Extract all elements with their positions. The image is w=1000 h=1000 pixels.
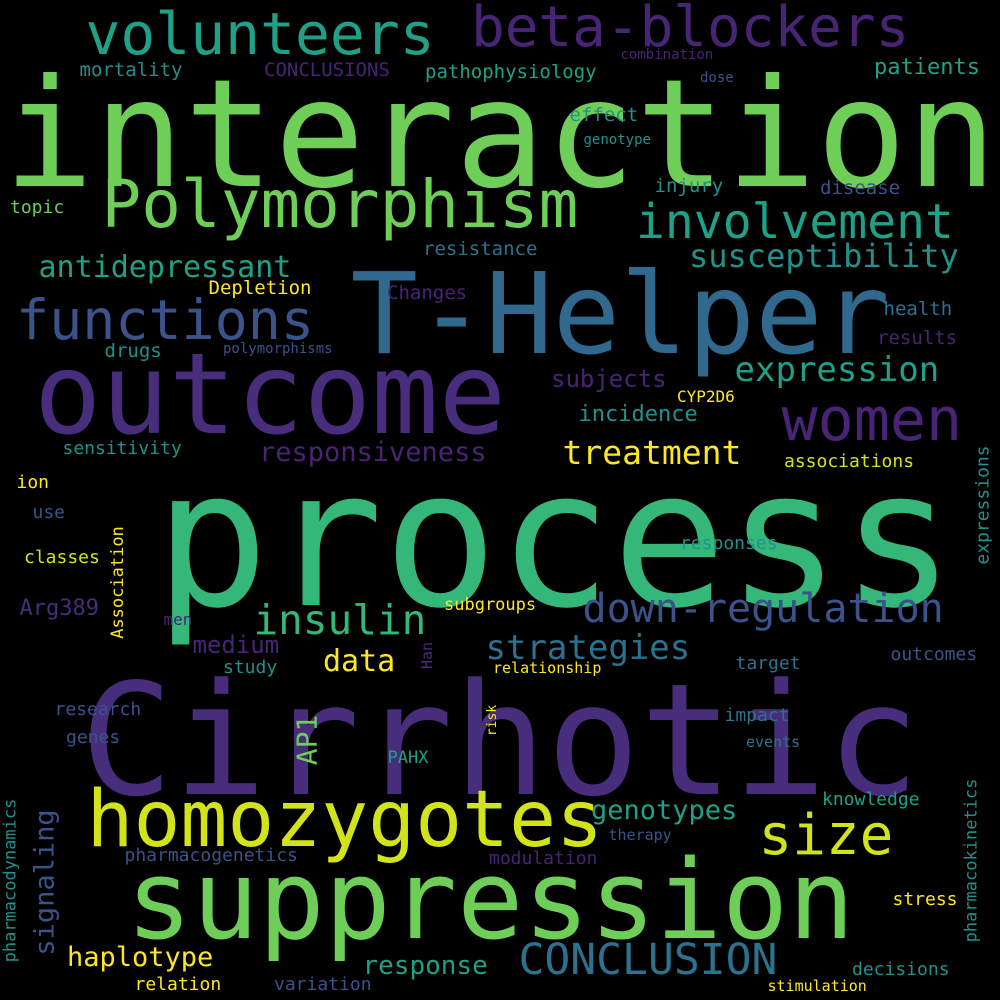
word-polymorphisms: polymorphisms xyxy=(223,341,333,357)
word-cyp2d6: CYP2D6 xyxy=(677,387,735,406)
word-relation: relation xyxy=(134,974,222,995)
word-therapy: therapy xyxy=(608,825,672,844)
word-effect: effect xyxy=(569,103,639,126)
word-ion: ion xyxy=(16,472,50,493)
word-pharmacodynamics: pharmacodynamics xyxy=(0,798,21,962)
word-association: Association xyxy=(107,525,128,639)
word-subjects: subjects xyxy=(551,365,667,393)
word-signaling: signaling xyxy=(29,808,61,956)
word-decisions: decisions xyxy=(852,959,950,980)
word-impact: impact xyxy=(724,705,790,726)
word-variation: variation xyxy=(274,974,372,995)
word-size: size xyxy=(758,803,894,868)
word-outcome: outcome xyxy=(34,330,507,460)
word-medium: medium xyxy=(192,631,280,659)
word-responses: responses xyxy=(680,533,778,554)
word-conclusions: CONCLUSIONS xyxy=(264,58,390,81)
word-research: research xyxy=(54,699,142,720)
word-relationship: relationship xyxy=(493,658,602,677)
word-functions: functions xyxy=(16,287,315,352)
word-ap1: AP1 xyxy=(289,714,323,766)
word-use: use xyxy=(32,502,66,523)
word-stress: stress xyxy=(892,889,958,910)
word-target: target xyxy=(735,653,801,674)
word-patients: patients xyxy=(874,55,980,80)
word-outcomes: outcomes xyxy=(890,644,978,665)
word-interaction: interaction xyxy=(3,48,997,222)
word-t-helper: T-Helper xyxy=(350,250,890,380)
word-conclusion: CONCLUSION xyxy=(518,934,778,985)
word-arg389: Arg389 xyxy=(19,596,99,621)
word-pharmacogenetics: pharmacogenetics xyxy=(124,845,298,866)
word-knowledge: knowledge xyxy=(822,789,920,810)
word-dose: dose xyxy=(700,70,734,86)
word-involvement: involvement xyxy=(636,194,954,250)
word-treatment: treatment xyxy=(562,432,742,472)
word-topic: topic xyxy=(10,197,65,218)
word-suppression: suppression xyxy=(126,836,855,964)
word-health: health xyxy=(883,297,953,320)
word-volunteers: volunteers xyxy=(85,0,435,68)
word-genotypes: genotypes xyxy=(591,794,738,826)
word-subgroups: subgroups xyxy=(444,594,537,615)
word-associations: associations xyxy=(784,451,915,472)
word-results: results xyxy=(877,326,958,349)
word-women: women xyxy=(781,385,963,455)
word-down-regulation: down-regulation xyxy=(582,586,944,632)
word-process: process xyxy=(154,429,956,650)
word-insulin: insulin xyxy=(253,595,427,644)
word-study: study xyxy=(223,657,278,678)
word-data: data xyxy=(323,644,396,679)
word-strategies: strategies xyxy=(485,628,691,668)
word-genes: genes xyxy=(66,727,121,748)
word-drugs: drugs xyxy=(104,339,162,362)
word-disease: disease xyxy=(820,176,901,199)
word-events: events xyxy=(746,732,801,751)
word-pahx: PAHX xyxy=(387,747,429,768)
word-beta-blockers: beta-blockers xyxy=(471,0,910,60)
word-expression: expression xyxy=(734,350,940,390)
word-haplotype: haplotype xyxy=(67,941,214,973)
word-stimulation: stimulation xyxy=(767,976,867,995)
word-homozygotes: homozygotes xyxy=(86,775,604,865)
word-modulation: modulation xyxy=(489,848,598,869)
word-depletion: Depletion xyxy=(208,276,312,299)
word-genotype: genotype xyxy=(583,132,651,148)
word-pathophysiology: pathophysiology xyxy=(425,60,597,83)
word-polymorphism: Polymorphism xyxy=(101,166,579,243)
word-antidepressant: antidepressant xyxy=(38,250,292,285)
word-responsiveness: responsiveness xyxy=(259,436,487,468)
word-men: men xyxy=(163,610,193,629)
word-injury: injury xyxy=(654,174,724,197)
word-classes: classes xyxy=(24,547,100,568)
word-risk: risk xyxy=(484,704,500,736)
word-response: response xyxy=(362,951,488,981)
word-incidence: incidence xyxy=(578,402,698,427)
word-expressions: expressions xyxy=(972,445,994,565)
word-pharmacokinetics: pharmacokinetics xyxy=(961,778,982,942)
word-sensitivity: sensitivity xyxy=(62,438,182,459)
word-cirrhotic: Cirrhotic xyxy=(80,649,920,831)
word-mortality: mortality xyxy=(79,58,183,81)
word-combination: combination xyxy=(620,47,714,63)
word-changes: Changes xyxy=(387,281,468,304)
word-resistance: resistance xyxy=(423,237,538,260)
word-han: Han xyxy=(417,641,436,669)
word-susceptibility: susceptibility xyxy=(689,237,959,275)
